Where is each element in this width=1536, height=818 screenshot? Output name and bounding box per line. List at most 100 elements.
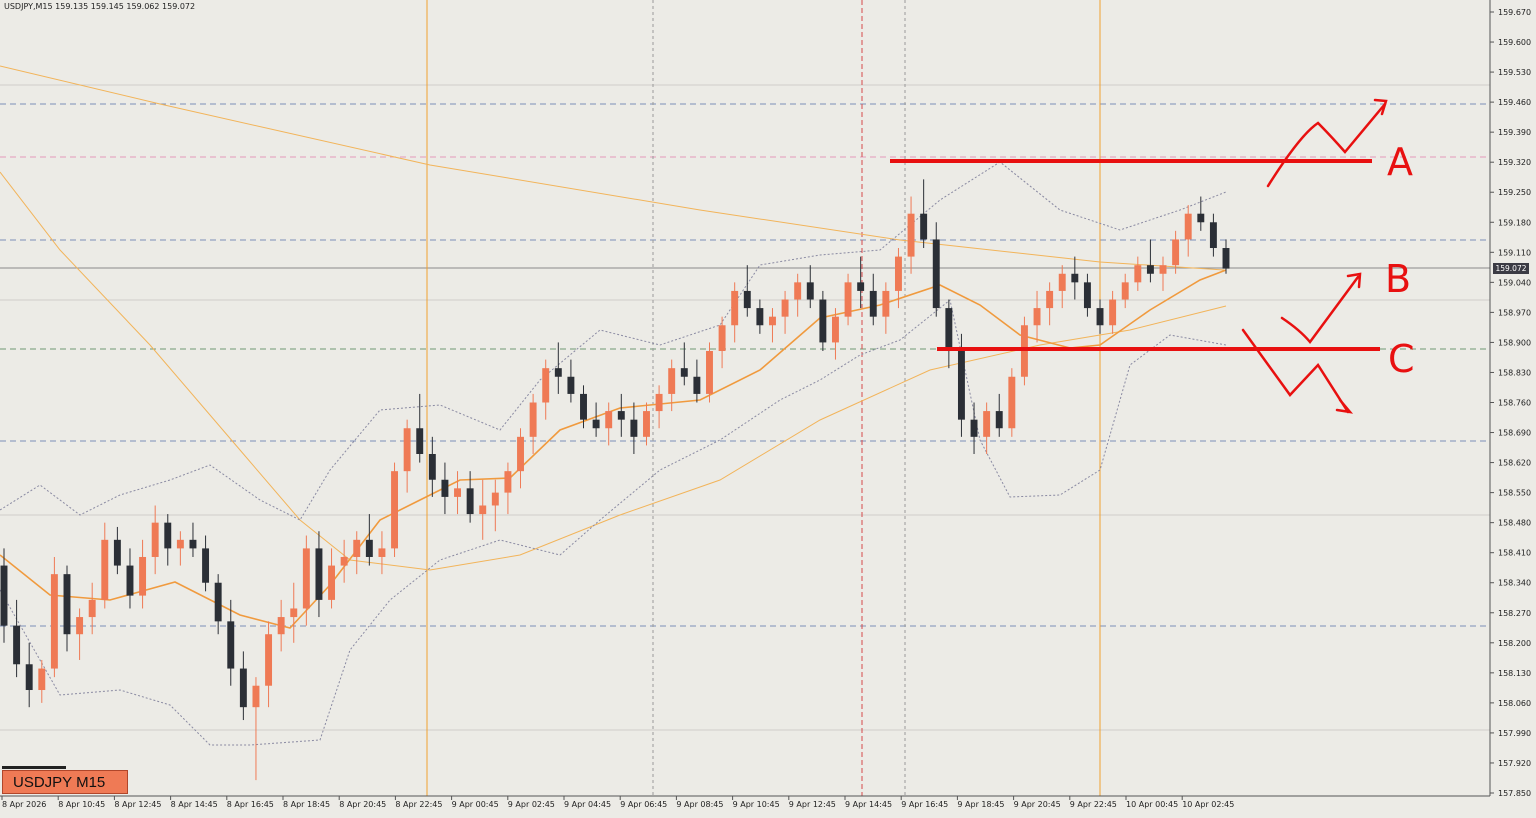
candle: [441, 462, 449, 515]
candle: [1134, 256, 1142, 291]
time-tick-label: 9 Apr 10:45: [733, 800, 780, 809]
time-tick-label: 8 Apr 2026: [2, 800, 46, 809]
candle-body: [214, 582, 222, 622]
price-tick-label: 159.460: [1498, 98, 1531, 107]
candle: [76, 608, 84, 660]
candle: [139, 539, 147, 609]
candle-body: [76, 617, 84, 635]
candle-body: [605, 411, 613, 429]
candle: [340, 539, 348, 583]
candle-body: [831, 316, 839, 343]
candle-body: [995, 411, 1003, 429]
candle-body: [428, 453, 436, 480]
candle: [365, 514, 373, 566]
candle: [1033, 290, 1041, 343]
price-tick-label: 159.600: [1498, 38, 1531, 47]
candle-body: [1008, 376, 1016, 429]
candle: [731, 282, 739, 343]
candle: [1109, 290, 1117, 334]
time-tick-label: 9 Apr 14:45: [845, 800, 892, 809]
time-tick-label: 9 Apr 22:45: [1070, 800, 1117, 809]
candle-body: [983, 411, 991, 437]
candle-body: [479, 505, 487, 515]
price-tick-label: 158.340: [1498, 579, 1531, 588]
candle-body: [743, 290, 751, 309]
candle: [1058, 265, 1066, 309]
scenario-b-arrow: [1280, 275, 1360, 345]
candle: [643, 402, 650, 446]
candle: [1020, 316, 1028, 386]
candle: [176, 531, 184, 566]
candle-body: [1222, 248, 1230, 269]
candle: [970, 402, 978, 454]
candle-body: [643, 411, 650, 437]
candle: [945, 299, 953, 369]
indicator-lines: [0, 65, 1227, 746]
candle-body: [1033, 308, 1041, 326]
time-tick-label: 8 Apr 14:45: [171, 800, 218, 809]
candle: [1083, 273, 1091, 317]
candle: [113, 526, 121, 575]
candle-body: [1184, 213, 1192, 240]
candle: [63, 565, 71, 652]
candle-body: [88, 599, 96, 618]
time-tick-label: 9 Apr 12:45: [789, 800, 836, 809]
symbol-info-header: USDJPY,M15 159.135 159.145 159.062 159.0…: [4, 2, 196, 11]
price-tick-label: 159.110: [1498, 248, 1531, 257]
candle: [680, 342, 688, 386]
candle: [995, 393, 1003, 437]
candle-body: [491, 492, 499, 506]
candle: [328, 548, 336, 609]
candle: [1146, 239, 1154, 283]
candle-body: [769, 316, 776, 326]
price-tick-label: 158.620: [1498, 459, 1531, 468]
candle-body: [1020, 325, 1028, 377]
candle-body: [945, 308, 953, 352]
candle: [353, 531, 361, 575]
candle: [454, 471, 461, 515]
candle-body: [1058, 273, 1066, 291]
candle-body: [328, 565, 336, 600]
candle-body: [38, 668, 46, 691]
candle: [894, 248, 902, 309]
candle: [1046, 282, 1054, 326]
candle: [932, 222, 940, 317]
label-c: C: [1388, 337, 1415, 381]
candle-body: [756, 308, 764, 326]
candle-body: [403, 428, 411, 472]
candle-body: [416, 428, 424, 454]
time-tick-label: 9 Apr 00:45: [452, 800, 499, 809]
candle-body: [0, 565, 8, 626]
candle-body: [718, 325, 726, 352]
time-tick-label: 9 Apr 20:45: [1014, 800, 1061, 809]
candle: [0, 548, 8, 643]
candle-body: [1159, 265, 1167, 274]
candle: [668, 359, 676, 412]
candle-body: [353, 539, 361, 557]
price-tick-label: 158.480: [1498, 519, 1531, 528]
ma-mid-line: [0, 171, 1227, 571]
candle-body: [1146, 265, 1154, 274]
candle-body: [25, 664, 33, 691]
candle: [605, 402, 613, 446]
scenario-a-arrow: [1266, 102, 1387, 188]
candle-body: [340, 556, 348, 566]
candle-body: [920, 213, 928, 240]
candle: [466, 471, 474, 523]
price-tick-label: 158.690: [1498, 429, 1531, 438]
candle: [794, 273, 802, 317]
candle-body: [265, 634, 273, 686]
candle: [756, 299, 764, 334]
candle: [567, 359, 575, 403]
candle-body: [1109, 299, 1117, 326]
candle-body: [504, 471, 512, 493]
candle-body: [907, 213, 915, 257]
candle-body: [101, 539, 109, 600]
arrowhead-icon: [1346, 272, 1362, 289]
candle-body: [63, 574, 71, 635]
candle-body: [176, 539, 184, 549]
time-tick-label: 9 Apr 04:45: [564, 800, 611, 809]
